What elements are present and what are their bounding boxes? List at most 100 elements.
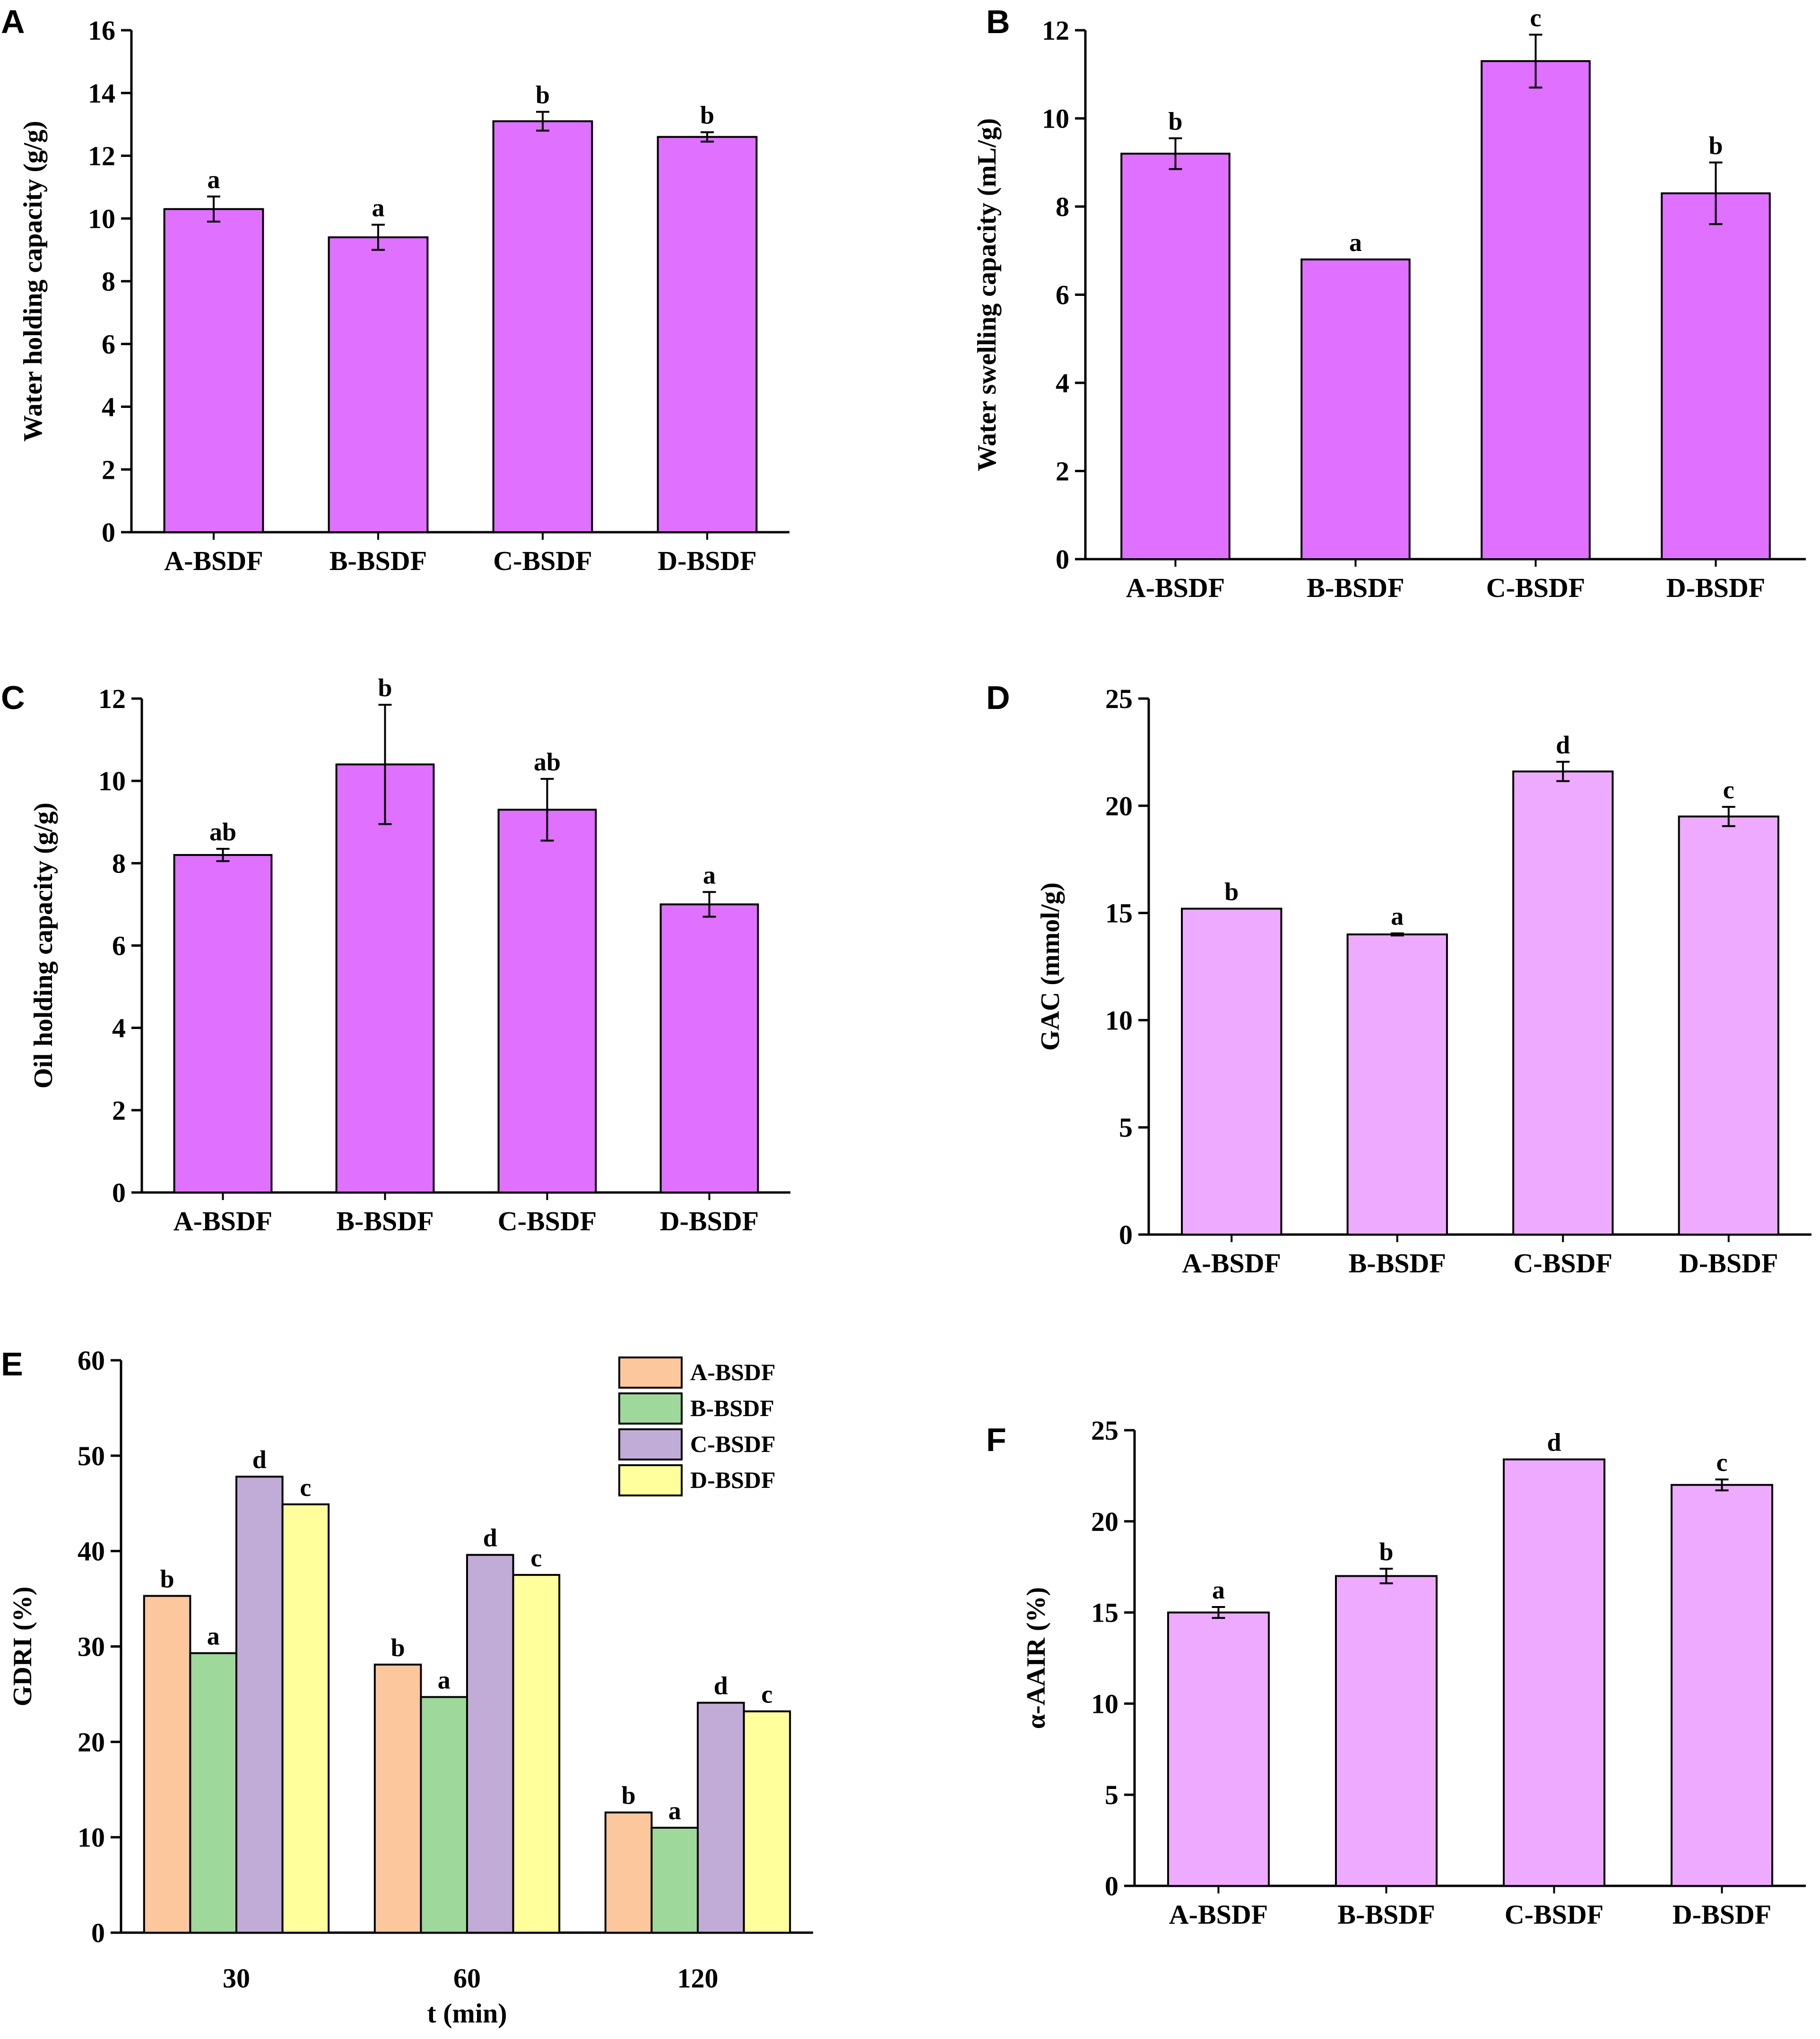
panel-a-ytick-label-2: 4 [102, 392, 115, 423]
panel-f-category-label-2: C-BSDF [1505, 1899, 1603, 1930]
panel-f-ytick-label-1: 5 [1105, 1780, 1118, 1810]
panel-c-category-label-3: D-BSDF [660, 1206, 759, 1236]
panel-b-sig-label-3: b [1708, 131, 1723, 160]
panel-b-ytick-label-6: 12 [1042, 15, 1069, 46]
panel-e-bar-a-bsdf-2 [604, 1811, 653, 1934]
panel-e-x-axis-label: t (min) [427, 1998, 507, 2029]
panel-a-sig-label-3: b [700, 101, 714, 130]
panel-d-sig-label-2: d [1556, 731, 1570, 759]
panel-e-sig-label-2-0: d [252, 1445, 267, 1474]
panel-f-category-label-0: A-BSDF [1169, 1899, 1268, 1930]
panel-e-bar-d-bsdf-1 [512, 1574, 561, 1934]
panel-a-letter: A [1, 3, 25, 40]
panel-c-ytick-label-1: 2 [112, 1095, 126, 1126]
panel-e-legend-swatch-0 [618, 1356, 683, 1389]
panel-e-bar-d-bsdf-2 [743, 1710, 791, 1934]
panel-b-ytick-label-1: 2 [1056, 456, 1069, 487]
panel-e-legend-label-3: D-BSDF [690, 1467, 776, 1493]
panel-d-bar-1 [1346, 933, 1448, 1235]
panel-d-sig-label-3: c [1723, 776, 1734, 804]
panel-c-sig-label-2: ab [534, 748, 561, 776]
panel-f-ytick-label-5: 25 [1091, 1415, 1118, 1446]
panel-b-y-axis-label: Water swelling capacity (mL/g) [972, 118, 1002, 471]
panel-e-sig-label-1-1: a [438, 1666, 451, 1694]
panel-c-sig-label-0: ab [209, 818, 236, 846]
panel-a-bar-2 [492, 120, 593, 533]
panel-d-sig-label-0: b [1224, 878, 1239, 906]
panel-e-bar-b-bsdf-1 [420, 1696, 468, 1934]
panel-f-sig-label-2: d [1547, 1428, 1561, 1457]
panel-e-sig-label-0-2: b [622, 1781, 636, 1810]
panel-e: E 0 10 20 30 40 50 60 GDRI (%) b a d c 30 b a d c 60 b a d c 12… [1, 1345, 813, 2029]
panel-e-legend-label-0: A-BSDF [690, 1359, 776, 1385]
panel-c-bar-3 [659, 903, 759, 1193]
panel-e-sig-label-3-0: c [300, 1473, 311, 1502]
panel-b-ytick-label-2: 4 [1056, 368, 1069, 398]
panel-a-ytick-label-0: 0 [102, 517, 115, 548]
panel-e-bar-b-bsdf-2 [650, 1826, 699, 1934]
panel-e-bar-c-bsdf-2 [697, 1702, 745, 1934]
panel-e-bar-d-bsdf-0 [281, 1503, 330, 1934]
panel-f-ytick-label-3: 15 [1091, 1598, 1118, 1628]
panel-e-ytick-label-2: 20 [78, 1727, 105, 1757]
panel-f-category-label-3: D-BSDF [1673, 1899, 1771, 1930]
panel-e-ytick-label-6: 60 [78, 1345, 105, 1376]
panel-b-ytick-label-3: 6 [1056, 280, 1069, 311]
panel-c-category-label-1: B-BSDF [336, 1206, 433, 1236]
panel-a-y-axis-label: Water holding capacity (g/g) [18, 121, 48, 442]
panel-b-sig-label-1: a [1349, 228, 1362, 257]
panel-b-bar-0 [1120, 153, 1231, 561]
panel-b-category-label-0: A-BSDF [1126, 572, 1225, 603]
panel-a-sig-label-0: a [208, 165, 220, 194]
panel-f-sig-label-1: b [1379, 1538, 1393, 1566]
panel-a-ytick-label-1: 2 [102, 454, 115, 485]
panel-e-bar-a-bsdf-0 [143, 1595, 191, 1934]
panel-d-category-label-3: D-BSDF [1679, 1248, 1778, 1279]
panel-a: A 0 2 4 6 8 10 12 14 16 Water holding capacity (g/… [1, 3, 789, 576]
panel-e-bar-c-bsdf-1 [466, 1554, 514, 1934]
panel-c-sig-label-3: a [703, 861, 716, 889]
panel-b-category-label-1: B-BSDF [1307, 572, 1404, 603]
panel-e-ytick-label-4: 40 [78, 1536, 105, 1567]
panel-d-sig-label-1: a [1391, 902, 1404, 931]
panel-c-ytick-label-2: 4 [112, 1013, 126, 1044]
panel-f-category-label-1: B-BSDF [1337, 1899, 1435, 1930]
panel-e-sig-label-2-2: d [714, 1672, 728, 1700]
panel-b-letter: B [986, 3, 1010, 40]
panel-f: F 0 5 10 15 20 25 α-AAIR (%) a A-BSDF b B-BSDF d C-BS… [986, 1415, 1806, 1930]
panel-e-bar-b-bsdf-0 [189, 1652, 237, 1934]
panel-b-bar-3 [1661, 192, 1771, 560]
panel-e-ytick-label-0: 0 [91, 1918, 105, 1948]
panel-e-letter: E [1, 1346, 23, 1382]
panel-e-legend-swatch-1 [618, 1392, 683, 1425]
panel-c-category-label-2: C-BSDF [498, 1206, 597, 1236]
panel-e-legend-label-2: C-BSDF [690, 1431, 776, 1457]
panel-e-category-label-0: 30 [223, 1963, 250, 1994]
panel-f-bar-3 [1671, 1484, 1773, 1887]
panel-c-ytick-label-5: 10 [98, 766, 126, 796]
panel-c-category-label-0: A-BSDF [173, 1206, 272, 1236]
panel-e-ytick-label-5: 50 [78, 1441, 105, 1471]
panel-a-ytick-label-5: 10 [88, 203, 115, 234]
panel-a-sig-label-1: a [372, 194, 385, 222]
panel-f-ytick-label-4: 20 [1091, 1506, 1118, 1537]
panel-b: B 0 2 4 6 8 10 12 Water swelling capacity (mL/g)… [972, 3, 1806, 603]
panel-a-category-label-3: D-BSDF [658, 545, 756, 576]
panel-c-ytick-label-3: 6 [112, 931, 126, 961]
panel-c-bar-1 [335, 763, 435, 1194]
panel-e-bar-a-bsdf-1 [373, 1663, 422, 1934]
panel-b-sig-label-0: b [1168, 107, 1182, 135]
panel-a-ytick-label-7: 14 [88, 78, 115, 109]
panel-a-ytick-label-6: 12 [88, 141, 115, 172]
panel-f-bar-1 [1335, 1575, 1438, 1887]
panel-b-bar-1 [1300, 258, 1411, 560]
panel-e-legend-swatch-3 [618, 1464, 683, 1496]
panel-e-y-axis-label: GDRI (%) [8, 1587, 37, 1707]
panel-a-sig-label-2: b [536, 81, 550, 109]
panel-c-ytick-label-0: 0 [112, 1177, 126, 1208]
panel-e-ytick-label-1: 10 [78, 1822, 105, 1853]
panel-a-ytick-label-8: 16 [88, 15, 115, 46]
panel-e-legend-swatch-2 [618, 1428, 683, 1460]
panel-f-sig-label-3: c [1716, 1448, 1728, 1477]
